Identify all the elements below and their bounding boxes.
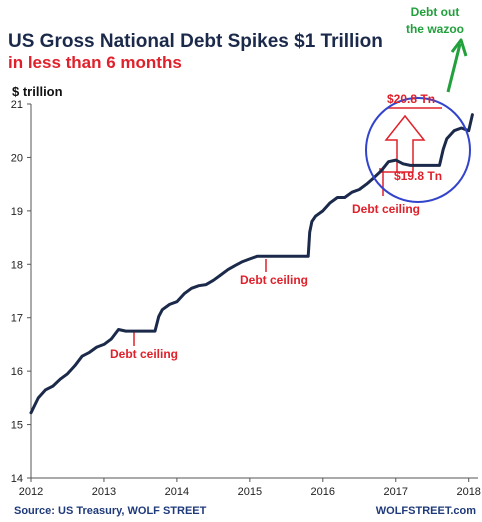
- top-value-label: $20.8 Tn: [387, 92, 435, 106]
- y-tick-label: 19: [11, 206, 23, 218]
- x-ticks: 2012 2013 2014 2015 2016 2017 2018: [19, 478, 481, 498]
- debt-ceiling-label-2013: Debt ceiling: [110, 347, 178, 361]
- x-tick-label: 2016: [311, 486, 335, 498]
- x-tick-label: 2013: [92, 486, 116, 498]
- y-ticks: 14 15 16 17 18 19 20 21: [11, 99, 31, 485]
- debt-series-line: [29, 113, 474, 415]
- debt-ceiling-label-2017: Debt ceiling: [352, 202, 420, 216]
- chart-title: US Gross National Debt Spikes $1 Trillio…: [8, 31, 383, 52]
- source-note: Source: US Treasury, WOLF STREET: [14, 505, 207, 517]
- y-tick-label: 14: [11, 473, 23, 485]
- y-tick-label: 21: [11, 99, 23, 111]
- bottom-value-label: $19.8 Tn: [394, 169, 442, 183]
- callout-line-2: the wazoo: [406, 22, 464, 36]
- y-tick-label: 17: [11, 313, 23, 325]
- brand-mark: WOLFSTREET.com: [376, 505, 476, 517]
- highlight-circle: [365, 97, 471, 203]
- y-axis-label: $ trillion: [12, 84, 63, 99]
- y-tick-label: 18: [11, 259, 23, 271]
- x-tick-label: 2014: [165, 486, 189, 498]
- x-tick-label: 2012: [19, 486, 43, 498]
- x-tick-label: 2017: [384, 486, 408, 498]
- chart-subtitle: in less than 6 months: [8, 53, 182, 72]
- x-tick-label: 2018: [456, 486, 480, 498]
- annotation-shapes: [133, 107, 442, 346]
- y-tick-label: 15: [11, 420, 23, 432]
- x-tick-label: 2015: [238, 486, 262, 498]
- callout-arrow: [446, 38, 468, 93]
- y-tick-label: 16: [11, 366, 23, 378]
- callout-line-1: Debt out: [411, 5, 460, 19]
- y-tick-label: 20: [11, 152, 23, 164]
- debt-ceiling-label-2015: Debt ceiling: [240, 273, 308, 287]
